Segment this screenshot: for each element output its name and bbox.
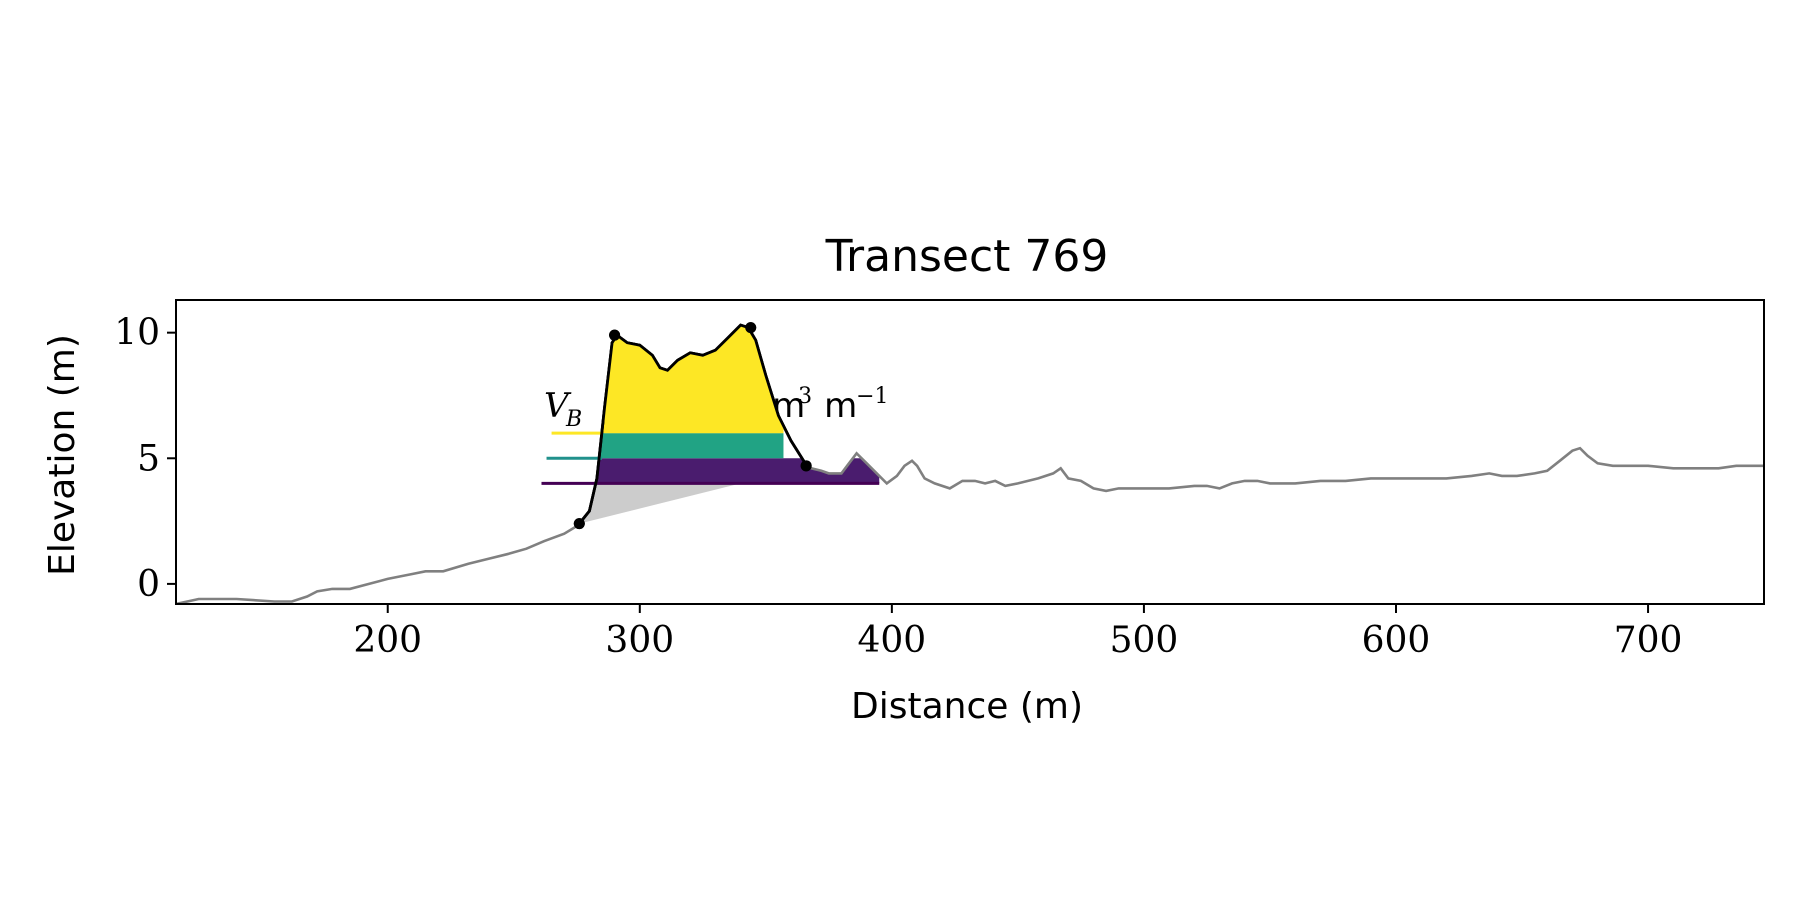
x-axis-label: Distance (m)	[851, 686, 1083, 727]
x-tick-label-0: 200	[353, 620, 422, 661]
key-point-overlay-3	[800, 460, 812, 472]
base-fill	[579, 478, 741, 524]
chart-title: Transect 769	[825, 231, 1109, 282]
key-point-overlay-0	[573, 518, 585, 530]
x-tick-label-2: 400	[858, 620, 927, 661]
volume-label-per: m	[824, 386, 857, 426]
key-point-overlay-1	[609, 329, 621, 341]
layer-fill-0	[596, 458, 880, 484]
y-tick-label-2: 10	[114, 313, 160, 354]
y-tick-label-1: 5	[137, 438, 160, 479]
y-axis-label: Elevation (m)	[42, 334, 83, 576]
y-tick-label-0: 0	[137, 564, 160, 605]
volume-label-subscript: B	[565, 407, 582, 432]
volume-label-unit-power: 3	[798, 384, 812, 409]
y-axis-ticks: 0 5 10	[114, 313, 176, 605]
volume-label-per-power: −1	[856, 384, 888, 409]
key-point-overlay-2	[745, 322, 757, 334]
plot-frame	[175, 299, 1765, 605]
dune-outline-overlay	[578, 323, 808, 525]
x-tick-label-4: 600	[1362, 620, 1431, 661]
x-axis-ticks: 200 300 400 500 600 700	[353, 604, 1682, 661]
x-tick-label-3: 500	[1110, 620, 1179, 661]
layer-fill-1	[599, 433, 784, 459]
x-tick-label-5: 700	[1614, 620, 1683, 661]
profile-line	[176, 323, 1764, 604]
volume-label-v: V	[544, 386, 572, 426]
dune-fill-overlay	[604, 325, 784, 434]
volume-annotation: VB m3 m−1	[541, 322, 889, 530]
x-tick-label-1: 300	[605, 620, 674, 661]
